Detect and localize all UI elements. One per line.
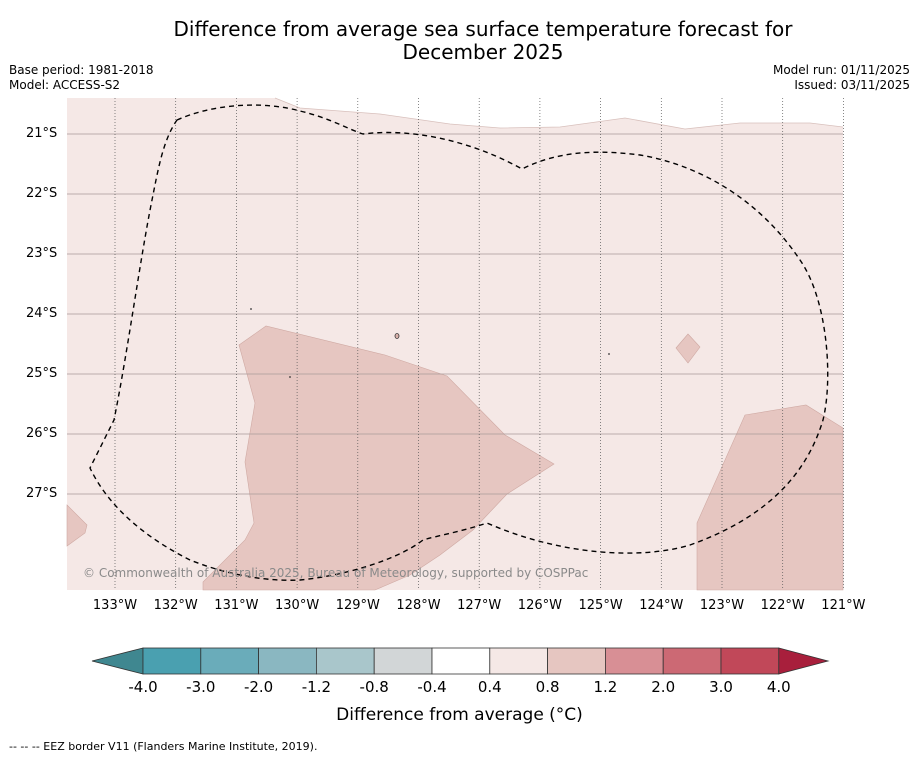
colorbar-tick-label: 0.8 — [535, 678, 560, 696]
longitude-tick-label: 127°W — [457, 598, 502, 613]
colorbar-segment — [200, 647, 260, 675]
warm-anomaly-region-west — [202, 325, 555, 591]
colorbar-segment — [373, 647, 433, 675]
copyright-notice: © Commonwealth of Australia 2025, Bureau… — [83, 566, 589, 580]
no-data-area — [67, 98, 843, 129]
colorbar-segment — [547, 647, 606, 675]
latitude-tick-label: 27°S — [26, 486, 58, 501]
issued-date: Issued: 03/11/2025 — [794, 78, 910, 92]
base-period: Base period: 1981-2018 — [9, 63, 154, 77]
longitude-tick-label: 128°W — [396, 598, 441, 613]
longitude-tick-label: 129°W — [335, 598, 380, 613]
latitude-tick-label: 21°S — [26, 126, 58, 141]
colorbar-segment — [720, 647, 780, 675]
latitude-tick-label: 22°S — [26, 186, 58, 201]
colorbar-title: Difference from average (°C) — [336, 705, 583, 725]
longitude-tick-label: 124°W — [639, 598, 684, 613]
colorbar-segment — [662, 647, 722, 675]
colorbar-segment — [489, 647, 548, 675]
colorbar-high-extend — [778, 647, 830, 675]
warm-anomaly-patch — [675, 333, 701, 364]
colorbar-tick-label: 4.0 — [766, 678, 791, 696]
latitude-tick-label: 25°S — [26, 366, 58, 381]
longitude-tick-label: 123°W — [699, 598, 745, 613]
footer-note: -- -- -- EEZ border V11 (Flanders Marine… — [9, 740, 318, 753]
warm-anomaly-region-east — [696, 404, 844, 591]
colorbar-segment — [315, 647, 375, 675]
colorbar — [91, 647, 830, 675]
colorbar-tick-label: -3.0 — [186, 678, 216, 696]
colorbar-tick-label: 0.4 — [477, 678, 502, 696]
colorbar-tick-label: 1.2 — [593, 678, 618, 696]
colorbar-tick-label: 3.0 — [709, 678, 733, 696]
latitude-tick-label: 24°S — [26, 306, 58, 321]
colorbar-segment — [142, 647, 202, 675]
longitude-tick-label: 121°W — [821, 598, 866, 613]
chart-title: Difference from average sea surface temp… — [0, 18, 919, 64]
colorbar-segment — [431, 647, 491, 675]
colorbar-tick-label: -2.0 — [243, 678, 274, 696]
model-name: Model: ACCESS-S2 — [9, 78, 121, 92]
longitude-tick-label: 130°W — [275, 598, 320, 613]
model-run: Model run: 01/11/2025 — [772, 63, 910, 77]
latitude-tick-label: 23°S — [26, 246, 58, 261]
island — [394, 333, 400, 339]
colorbar-tick-label: -0.8 — [359, 678, 389, 696]
title-line-2: December 2025 — [402, 40, 564, 64]
colorbar-tick-label: -4.0 — [128, 678, 158, 696]
longitude-tick-label: 122°W — [760, 598, 805, 613]
longitude-tick-label: 126°W — [517, 598, 562, 613]
longitude-tick-label: 125°W — [578, 598, 623, 613]
longitude-tick-label: 133°W — [92, 598, 138, 613]
colorbar-segment — [605, 647, 664, 675]
longitude-tick-label: 131°W — [214, 598, 259, 613]
title-line-1: Difference from average sea surface temp… — [173, 17, 793, 41]
meta-right: Model run: 01/11/2025 Issued: 03/11/2025 — [773, 63, 910, 93]
colorbar-tick-label: -1.2 — [301, 678, 332, 696]
colorbar-tick-label: 2.0 — [651, 678, 676, 696]
colorbar-low-extend — [91, 647, 144, 675]
longitude-tick-label: 132°W — [153, 598, 198, 613]
colorbar-segment — [258, 647, 317, 675]
island — [608, 353, 610, 355]
graticule — [67, 98, 844, 590]
anomaly-edge — [274, 97, 844, 130]
island — [250, 308, 252, 310]
warm-anomaly-edge-patch — [66, 504, 88, 547]
meta-left: Base period: 1981-2018 Model: ACCESS-S2 — [9, 63, 154, 93]
island — [289, 376, 291, 378]
eez-border — [89, 104, 829, 581]
colorbar-tick-label: -0.4 — [417, 678, 447, 696]
latitude-tick-label: 26°S — [26, 426, 58, 441]
